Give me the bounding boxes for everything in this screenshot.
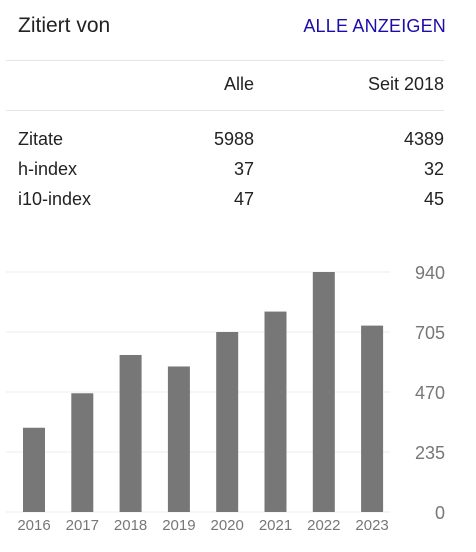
x-tick-label: 2021: [259, 517, 292, 534]
bar-2021[interactable]: [264, 311, 287, 512]
stats-label-h-index[interactable]: h-index: [18, 158, 78, 179]
y-tick-label: 705: [415, 323, 445, 343]
stats-i10-index-since: 45: [423, 188, 444, 209]
x-tick-label: 2016: [17, 517, 50, 534]
stats-i10-index-all: 47: [233, 188, 255, 209]
stats-row-h-index: h-index 37 32: [6, 154, 444, 184]
bar-2020[interactable]: [216, 332, 239, 512]
stats-header-empty: [6, 60, 154, 110]
x-tick-label: 2019: [162, 517, 195, 534]
cited-by-header: Zitiert von ALLE ANZEIGEN: [0, 0, 476, 60]
bar-2019[interactable]: [167, 366, 190, 512]
stats-citations-all: 5988: [213, 128, 255, 149]
stats-row-i10-index: i10-index 47 45: [6, 184, 444, 214]
y-tick-label: 0: [435, 503, 445, 523]
stats-row-citations: Zitate 5988 4389: [6, 110, 444, 154]
x-tick-label: 2018: [114, 517, 147, 534]
stats-header-since[interactable]: Seit 2018: [367, 74, 444, 95]
chart-svg: 0 235 470 705 940 2016 2017 2018 2019 2020 2021 202…: [6, 263, 445, 534]
stats-citations-since: 4389: [403, 128, 444, 149]
bar-2018[interactable]: [119, 354, 142, 512]
stats-h-index-all: 37: [233, 158, 255, 179]
cited-by-title: Zitiert von: [18, 14, 111, 37]
stats-label-i10-index[interactable]: i10-index: [18, 188, 92, 209]
y-tick-label: 940: [415, 263, 445, 283]
show-all-link[interactable]: ALLE ANZEIGEN: [303, 16, 446, 36]
citations-per-year-chart: 0 235 470 705 940 2016 2017 2018 2019 2020 2021 202…: [0, 240, 476, 552]
x-tick-label: 2023: [355, 517, 388, 534]
bar-2023[interactable]: [361, 325, 384, 512]
stats-h-index-since: 32: [423, 158, 444, 179]
x-tick-label: 2017: [66, 517, 99, 534]
y-tick-label: 470: [415, 383, 445, 403]
bar-2022[interactable]: [312, 272, 335, 512]
stats-label-citations[interactable]: Zitate: [18, 128, 64, 149]
bar-2016[interactable]: [23, 427, 45, 512]
citation-stats-table: Alle Seit 2018 Zitate 5988 4389 h-index …: [6, 60, 444, 214]
stats-header-all[interactable]: Alle: [224, 74, 255, 95]
x-tick-label: 2022: [307, 517, 340, 534]
header-divider: [6, 60, 444, 61]
y-tick-label: 235: [415, 443, 445, 463]
stats-header-row: Alle Seit 2018: [6, 60, 444, 110]
bar-2017[interactable]: [71, 393, 94, 512]
x-tick-label: 2020: [211, 517, 244, 534]
